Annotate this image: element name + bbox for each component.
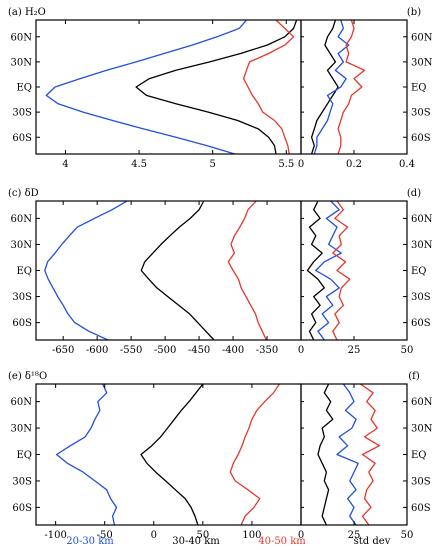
panel-0: 4 4.5 5 5.5 0 0.2 0.4 60N 60N 30N 30N EQ EQ 30S 30S 60S…: [8, 7, 433, 170]
panel-2: -100 -50 0 50 100 0 25 50 60N 60N 30N 30N EQ EQ 30S 30S…: [8, 371, 433, 541]
series-line-s40_50: [229, 384, 280, 525]
panel-label-left: (a) H₂O: [8, 7, 46, 18]
x-tick-label: 50: [401, 530, 414, 541]
y-tick-label-left: 60N: [11, 214, 33, 225]
series-line-s30_40: [310, 20, 339, 154]
stddev-axes-frame: [300, 383, 408, 526]
y-tick-label-right: 30N: [411, 424, 433, 435]
x-tick-label: 0.2: [346, 159, 362, 170]
series-line-s20_30: [336, 384, 359, 525]
series-line-s40_50: [227, 201, 267, 340]
x-tick-label: -600: [86, 345, 108, 356]
x-tick-label: -350: [256, 345, 278, 356]
panel-label-right: (f): [408, 371, 420, 382]
y-tick-label-left: 60N: [11, 397, 33, 408]
y-tick-label-left: 60S: [12, 503, 32, 514]
y-tick-label-left: 30N: [11, 57, 33, 68]
y-tick-label-right: 30N: [411, 57, 433, 68]
x-tick-label: 4.5: [131, 159, 147, 170]
series-line-s30_40: [317, 384, 334, 525]
x-tick-label: 0: [151, 530, 157, 541]
x-tick-label: 0.4: [399, 159, 415, 170]
stddev-series-group: [317, 384, 381, 525]
panels: 4 4.5 5 5.5 0 0.2 0.4 60N 60N 30N 30N EQ EQ 30S 30S 60S…: [8, 7, 433, 541]
series-line-s30_40: [140, 384, 204, 525]
y-tick-label-left: 60S: [12, 133, 32, 144]
main-series-group: [44, 201, 267, 340]
x-tick-label: 5.5: [278, 159, 294, 170]
x-tick-label: 5: [209, 159, 215, 170]
x-tick-label: 0: [298, 345, 304, 356]
legend-label: 40-50 km: [258, 536, 306, 547]
x-tick-label: -550: [120, 345, 142, 356]
y-tick-label-left: EQ: [17, 266, 33, 277]
series-line-s40_50: [332, 201, 351, 340]
y-tick-label-right: EQ: [411, 266, 427, 277]
legend-label: std dev: [354, 536, 391, 547]
series-line-s20_30: [45, 20, 247, 154]
legend-label: 20-30 km: [66, 536, 114, 547]
y-tick-label-left: 30S: [12, 476, 32, 487]
y-tick-label-left: EQ: [17, 83, 33, 94]
y-tick-label-right: 60S: [411, 503, 431, 514]
series-line-s20_30: [315, 201, 342, 340]
panel-label-left: (c) δD: [8, 188, 39, 199]
main-axes-frame: [35, 19, 302, 155]
y-tick-label-left: 30N: [11, 424, 33, 435]
series-line-s20_30: [313, 20, 350, 154]
main-axes-frame: [35, 200, 302, 341]
y-tick-label-right: 60N: [411, 397, 433, 408]
series-line-s40_50: [360, 384, 381, 525]
y-tick-label-right: 30S: [411, 292, 431, 303]
stddev-series-group: [306, 201, 351, 340]
x-tick-label: -100: [44, 530, 66, 541]
bottom-legend: 20-30 km 30-40 km 40-50 km std dev: [66, 536, 390, 547]
y-tick-label-left: 30N: [11, 240, 33, 251]
y-tick-label-right: EQ: [411, 83, 427, 94]
x-tick-label: -650: [52, 345, 74, 356]
y-tick-label-right: 30N: [411, 240, 433, 251]
series-line-s30_40: [135, 20, 298, 154]
series-line-s20_30: [44, 201, 128, 340]
main-series-group: [45, 20, 298, 154]
x-tick-label: 50: [401, 345, 414, 356]
main-series-group: [55, 384, 280, 525]
stddev-axes-frame: [300, 19, 408, 155]
y-tick-label-right: EQ: [411, 450, 427, 461]
x-tick-label: 0: [298, 159, 304, 170]
y-tick-label-left: 60N: [11, 32, 33, 43]
panel-label-right: (b): [407, 7, 421, 18]
x-tick-label: -400: [222, 345, 244, 356]
y-tick-label-left: 30S: [12, 108, 32, 119]
x-tick-label: 0: [298, 530, 304, 541]
legend-label: 30-40 km: [172, 536, 220, 547]
x-tick-label: 25: [348, 345, 361, 356]
y-tick-label-left: 60S: [12, 318, 32, 329]
x-tick-label: 50: [196, 530, 209, 541]
x-tick-label: 4: [62, 159, 68, 170]
y-tick-label-right: 60N: [411, 32, 433, 43]
x-tick-label: -50: [97, 530, 113, 541]
panel-label-left: (e) δ¹⁸O: [8, 371, 47, 382]
y-tick-label-right: 60S: [411, 318, 431, 329]
y-tick-label-left: 30S: [12, 292, 32, 303]
x-tick-label: -500: [154, 345, 176, 356]
y-tick-label-right: 30S: [411, 108, 431, 119]
series-line-s30_40: [306, 201, 325, 340]
x-tick-label: -450: [188, 345, 210, 356]
y-tick-label-right: 60S: [411, 133, 431, 144]
panel-label-right: (d): [407, 188, 421, 199]
series-line-s40_50: [242, 20, 295, 154]
panel-1: -650 -600 -550 -500 -450 -400 -350 0 25 50 60N 60N 3…: [8, 188, 433, 356]
x-tick-label: 100: [242, 530, 261, 541]
series-line-s30_40: [140, 201, 216, 340]
stddev-series-group: [310, 20, 366, 154]
y-tick-label-right: 60N: [411, 214, 433, 225]
series-line-s40_50: [337, 20, 366, 154]
series-line-s20_30: [55, 384, 118, 525]
y-tick-label-right: 30S: [411, 476, 431, 487]
x-tick-label: 25: [348, 530, 361, 541]
y-tick-label-left: EQ: [17, 450, 33, 461]
